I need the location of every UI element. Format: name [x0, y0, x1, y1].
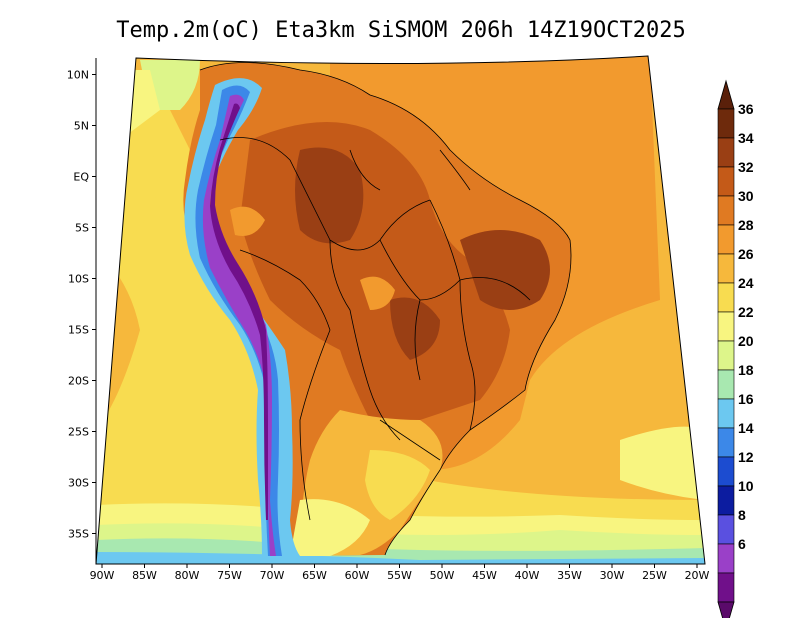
- legend-under-triangle: [717, 601, 735, 618]
- lon-tick-label: 30W: [600, 569, 625, 582]
- legend-swatch: [717, 398, 735, 429]
- legend-label: 28: [738, 217, 754, 233]
- lon-tick-label: 75W: [217, 569, 242, 582]
- legend-swatch: [717, 340, 735, 371]
- legend-swatch: [717, 282, 735, 313]
- legend-label: 18: [738, 362, 754, 378]
- legend-label: 12: [738, 449, 754, 465]
- legend-swatch: [717, 253, 735, 284]
- legend-label: 30: [738, 188, 754, 204]
- lon-tick-label: 40W: [515, 569, 540, 582]
- legend-label: 24: [738, 275, 754, 291]
- legend-label: 22: [738, 304, 754, 320]
- color-legend: 36 34 32 30 28 26 24 22 20 18 16 14 12 10 8 6: [717, 79, 754, 618]
- lat-tick-label: 5S: [75, 222, 89, 235]
- lon-tick-label: 50W: [430, 569, 455, 582]
- map-axes: 10N 5N EQ 5S 10S 15S 20S 25S 30S 35S 90W 85W 80W 75W…: [67, 58, 710, 582]
- legend-swatch: [717, 485, 735, 516]
- lon-tick-label: 70W: [260, 569, 285, 582]
- lat-tick-label: 35S: [68, 528, 89, 541]
- lat-tick-label: 5N: [74, 120, 89, 133]
- legend-swatch: [717, 369, 735, 400]
- legend-swatch: [717, 456, 735, 487]
- legend-over-triangle: [717, 79, 735, 110]
- legend-label: 20: [738, 333, 754, 349]
- lat-tick-label: 15S: [68, 324, 89, 337]
- legend-swatch: [717, 572, 735, 603]
- legend-label: 32: [738, 159, 754, 175]
- lon-tick-label: 90W: [90, 569, 115, 582]
- temperature-field: [96, 56, 705, 564]
- lat-tick-label: EQ: [73, 171, 89, 184]
- map-frame: [95, 55, 706, 565]
- legend-swatch: [717, 108, 735, 139]
- lon-tick-label: 65W: [302, 569, 327, 582]
- lat-tick-label: 10N: [67, 69, 89, 82]
- lat-tick-label: 10S: [68, 273, 89, 286]
- lon-tick-label: 85W: [132, 569, 157, 582]
- legend-swatch: [717, 195, 735, 226]
- lat-tick-label: 20S: [68, 375, 89, 388]
- lat-tick-label: 25S: [68, 426, 89, 439]
- lon-tick-label: 80W: [175, 569, 200, 582]
- lon-tick-label: 25W: [642, 569, 667, 582]
- legend-swatch: [717, 166, 735, 197]
- map-title: Temp.2m(oC) Eta3km SiSMOM 206h 14Z19OCT2…: [116, 18, 686, 43]
- legend-swatch: [717, 224, 735, 255]
- lon-tick-label: 55W: [387, 569, 412, 582]
- legend-swatch: [717, 543, 735, 574]
- legend-swatch: [717, 137, 735, 168]
- lon-tick-label: 20W: [685, 569, 710, 582]
- legend-label: 26: [738, 246, 754, 262]
- lon-tick-label: 45W: [472, 569, 497, 582]
- lon-tick-label: 60W: [345, 569, 370, 582]
- legend-label: 16: [738, 391, 754, 407]
- legend-label: 14: [738, 420, 754, 436]
- legend-swatch: [717, 311, 735, 342]
- lon-tick-label: 35W: [557, 569, 582, 582]
- legend-swatch: [717, 514, 735, 545]
- legend-label: 36: [738, 101, 754, 117]
- legend-label: 10: [738, 478, 754, 494]
- lat-tick-label: 30S: [68, 477, 89, 490]
- legend-swatch: [717, 427, 735, 458]
- legend-label: 34: [738, 130, 754, 146]
- legend-label: 6: [738, 536, 746, 552]
- legend-label: 8: [738, 507, 746, 523]
